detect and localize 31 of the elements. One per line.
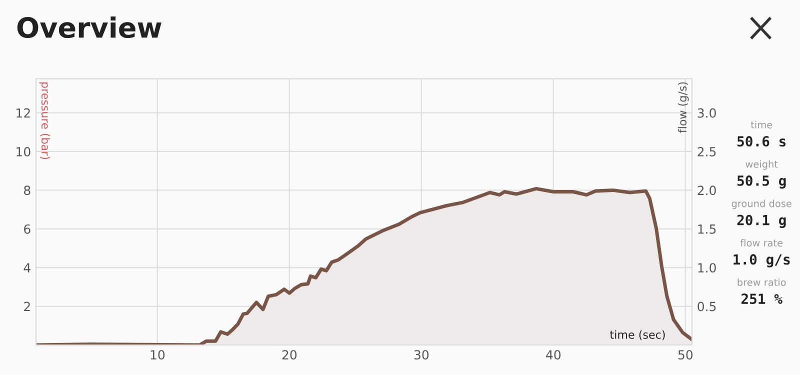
text: 50.6 s <box>737 136 786 147</box>
y-tick-label: 8 <box>24 186 30 196</box>
y2-tick-label: 2.0 <box>698 186 716 196</box>
y2-tick-label: 0.5 <box>698 302 716 312</box>
text: 20.1 g <box>737 214 786 228</box>
y-axis-title: pressure (bar) <box>39 82 50 160</box>
x-tick-label: 10 <box>150 350 165 360</box>
y-tick-label: 2 <box>24 302 30 312</box>
y-tick-label: 4 <box>24 263 30 272</box>
text: 251 % <box>741 294 782 304</box>
text: flow rate <box>740 239 783 247</box>
x-tick-label: 50 <box>678 350 693 360</box>
x-axis-title: time (sec) <box>610 330 665 340</box>
y-tick-label: 10 <box>16 146 30 156</box>
y2-tick-label: 1.5 <box>698 224 716 234</box>
y-tick-label: 12 <box>16 108 30 118</box>
text: ground dose <box>732 200 792 210</box>
chart-title: Overview <box>17 16 162 38</box>
y2-tick-label: 3.0 <box>698 108 716 118</box>
text: time <box>750 120 772 128</box>
text: brew ratio <box>738 278 786 286</box>
y2-tick-label: 2.5 <box>698 146 716 156</box>
text: 50.5 g <box>737 175 786 189</box>
y2-tick-label: 1.0 <box>698 263 716 273</box>
x-tick-label: 20 <box>282 350 297 360</box>
text: 1.0 g/s <box>734 254 790 268</box>
y2-axis-title: flow (g/s) <box>678 82 689 133</box>
x-tick-label: 40 <box>546 350 561 360</box>
x-tick-label: 30 <box>414 350 429 360</box>
y-tick-label: 6 <box>24 224 30 234</box>
text: weight <box>746 160 778 170</box>
